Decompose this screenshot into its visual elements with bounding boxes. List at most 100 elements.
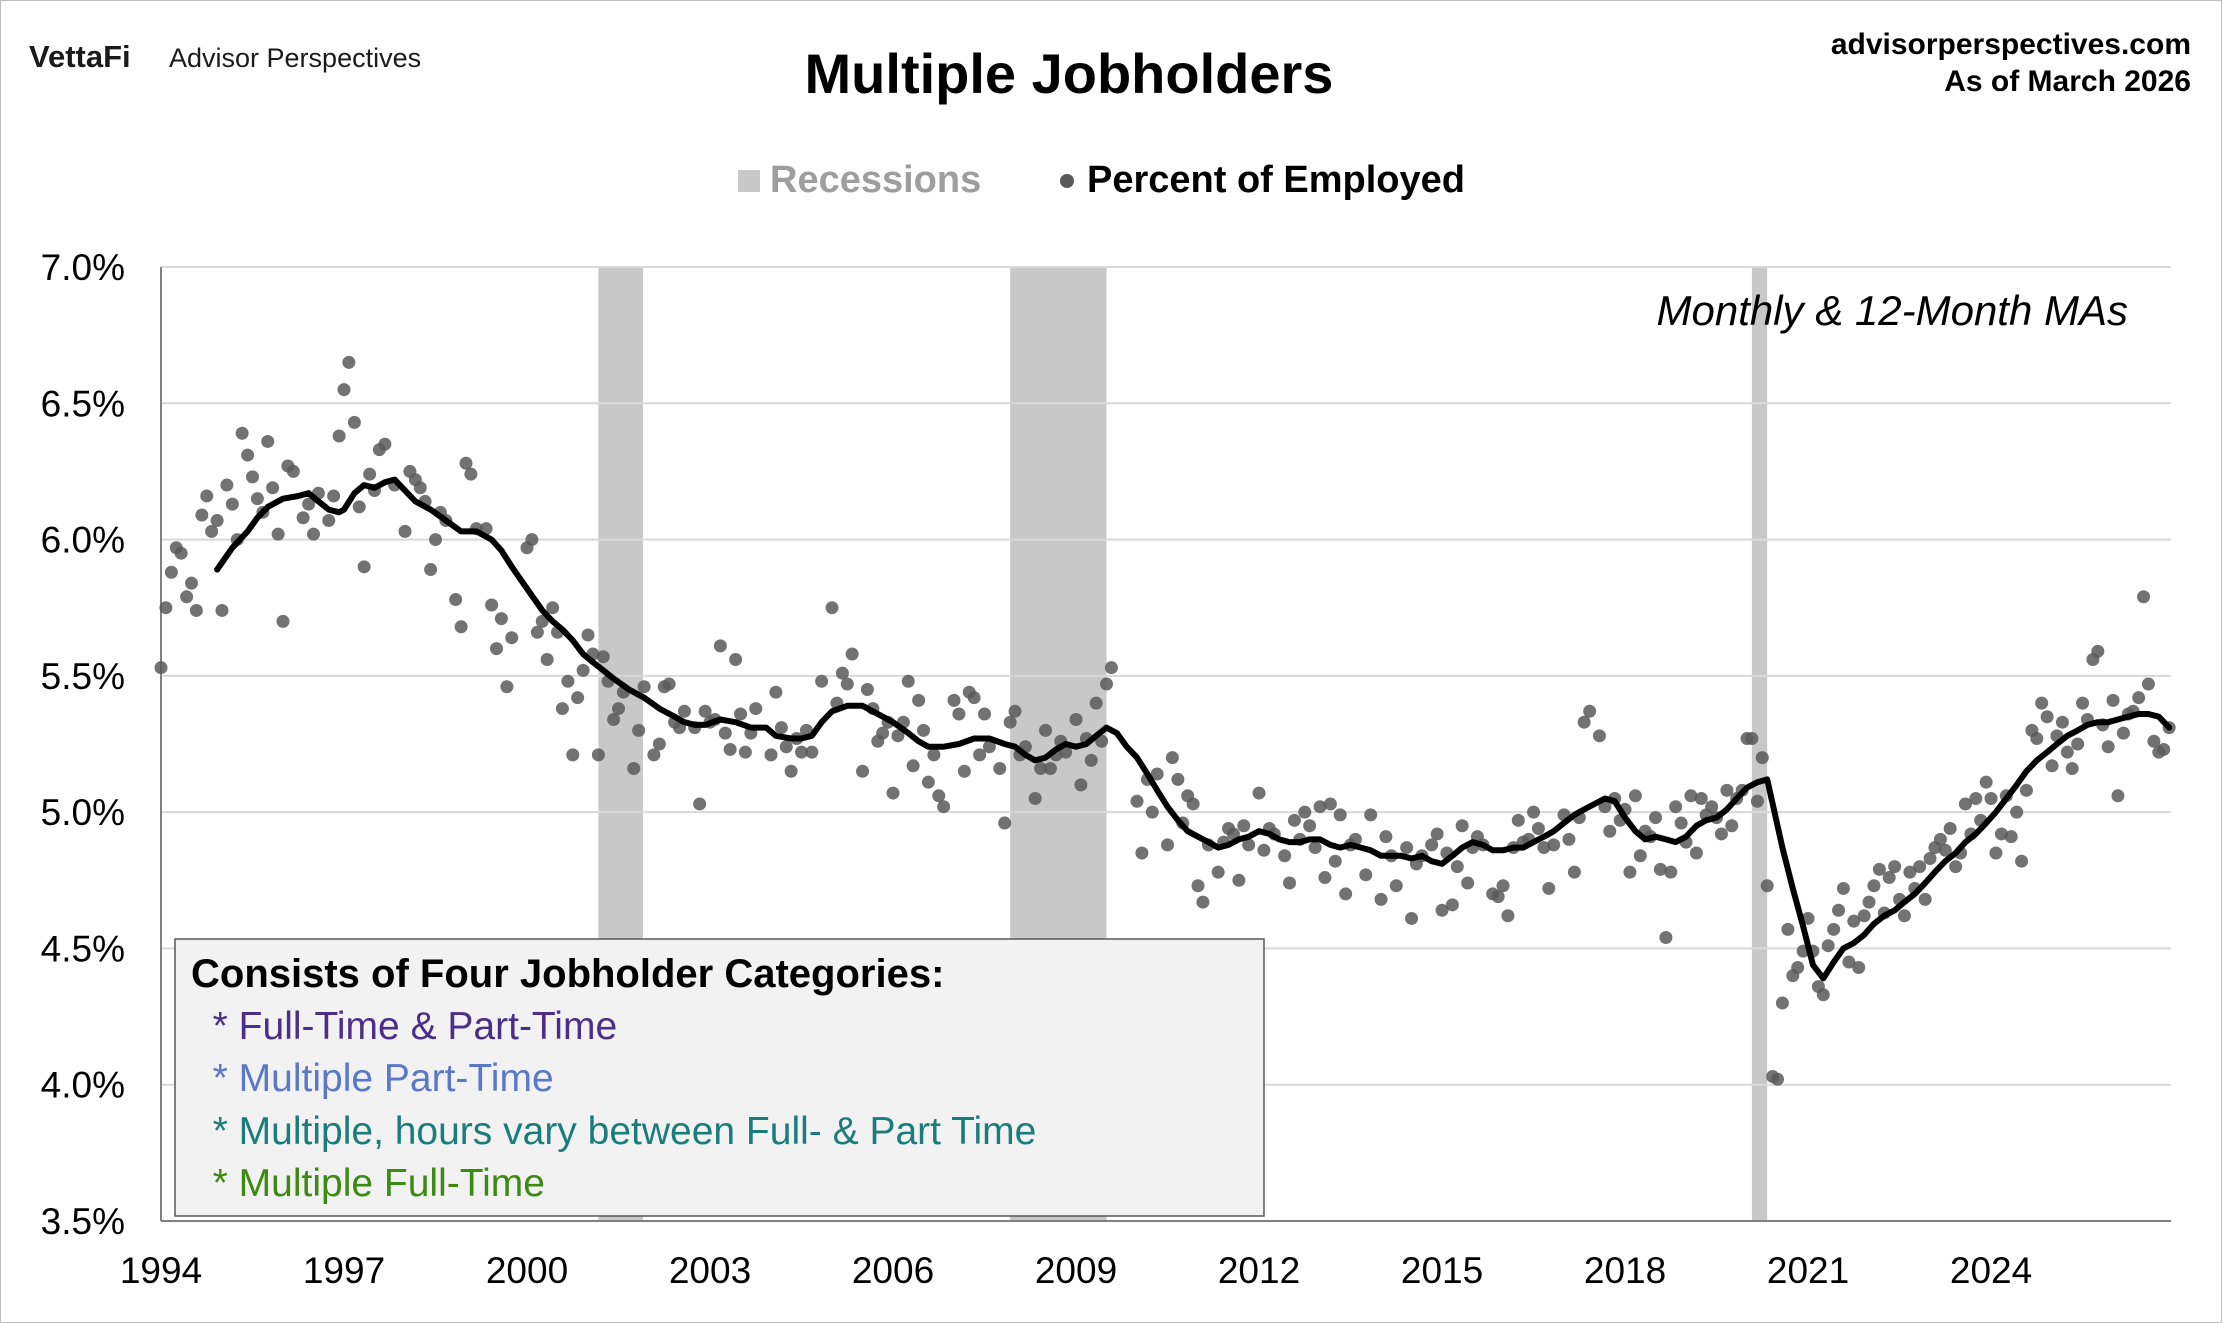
info-item-multiple-full-time: * Multiple Full-Time (191, 1162, 545, 1205)
data-point (1603, 824, 1617, 838)
data-point (2106, 693, 2120, 707)
data-point (957, 764, 971, 778)
data-point (398, 524, 412, 538)
data-point (378, 437, 392, 451)
data-point (235, 426, 249, 440)
data-point (2030, 732, 2044, 746)
data-point (1287, 813, 1301, 827)
info-box: Consists of Four Jobholder Categories: *… (174, 938, 1265, 1217)
data-point (2091, 644, 2105, 658)
data-point (2065, 762, 2079, 776)
data-point (546, 601, 560, 615)
data-point (485, 598, 499, 612)
data-point (973, 748, 987, 762)
data-point (723, 742, 737, 756)
data-point (1653, 862, 1667, 876)
data-point (2141, 677, 2155, 691)
legend-percent-label: Percent of Employed (1087, 159, 1465, 201)
data-point (967, 691, 981, 705)
data-point (1445, 898, 1459, 912)
data-point (464, 467, 478, 481)
data-point (1969, 792, 1983, 806)
data-point (1400, 841, 1414, 855)
data-point (2147, 734, 2161, 748)
data-point (886, 786, 900, 800)
data-point (1745, 732, 1759, 746)
data-point (2137, 590, 2151, 604)
data-point (1313, 800, 1327, 814)
data-point (1328, 854, 1342, 868)
data-point (1694, 792, 1708, 806)
data-point (1781, 922, 1795, 936)
data-point (1669, 800, 1683, 814)
info-item-hours-vary: * Multiple, hours vary between Full- & P… (191, 1110, 1036, 1153)
data-point (250, 492, 264, 506)
data-point (713, 639, 727, 653)
data-point (1186, 797, 1200, 811)
x-tick-label: 2021 (1767, 1250, 1849, 1291)
data-point (698, 704, 712, 718)
data-point (1847, 914, 1861, 928)
data-point (1043, 762, 1057, 776)
data-point (693, 797, 707, 811)
chart-annotation: Monthly & 12-Month MAs (1656, 287, 2128, 334)
data-point (1435, 903, 1449, 917)
data-point (1918, 892, 1932, 906)
data-point (1984, 792, 1998, 806)
data-point (1028, 792, 1042, 806)
ma-line (214, 476, 2173, 982)
data-point (1933, 832, 1947, 846)
data-point (1298, 805, 1312, 819)
data-point (1100, 677, 1114, 691)
data-point (276, 614, 290, 628)
legend-recessions-label: Recessions (770, 159, 981, 201)
data-point (1359, 868, 1373, 882)
data-point (286, 464, 300, 478)
data-point (246, 470, 260, 484)
data-point (815, 674, 829, 688)
data-point (1725, 819, 1739, 833)
data-point (2071, 737, 2085, 751)
data-point (2004, 830, 2018, 844)
data-point (734, 707, 748, 721)
x-tick-label: 2006 (852, 1250, 934, 1291)
data-point (266, 481, 280, 495)
data-point (835, 666, 849, 680)
data-point (982, 740, 996, 754)
data-point (1074, 778, 1088, 792)
data-point (1537, 841, 1551, 855)
data-point (1089, 696, 1103, 710)
monthly-scatter (154, 355, 2176, 1086)
data-point (1211, 865, 1225, 879)
data-point (1827, 922, 1841, 936)
legend-percent-swatch (1060, 174, 1074, 188)
x-tick-label: 1997 (303, 1250, 385, 1291)
data-point (1989, 846, 2003, 860)
data-point (261, 434, 275, 448)
data-point (1958, 797, 1972, 811)
data-point (1455, 819, 1469, 833)
data-point (1791, 961, 1805, 975)
data-point (1034, 762, 1048, 776)
data-point (449, 593, 463, 607)
data-point (876, 726, 890, 740)
data-point (2035, 696, 2049, 710)
data-point (1491, 890, 1505, 904)
data-point (1943, 821, 1957, 835)
data-point (1257, 843, 1271, 857)
data-point (795, 745, 809, 759)
data-point (718, 726, 732, 740)
data-point (921, 775, 935, 789)
data-point (652, 737, 666, 751)
data-point (1339, 887, 1353, 901)
data-point (591, 748, 605, 762)
data-point (154, 661, 168, 675)
data-point (1425, 838, 1439, 852)
data-point (1821, 939, 1835, 953)
data-point (607, 712, 621, 726)
data-point (347, 415, 361, 429)
data-point (637, 680, 651, 694)
data-point (901, 674, 915, 688)
data-point (494, 612, 508, 626)
